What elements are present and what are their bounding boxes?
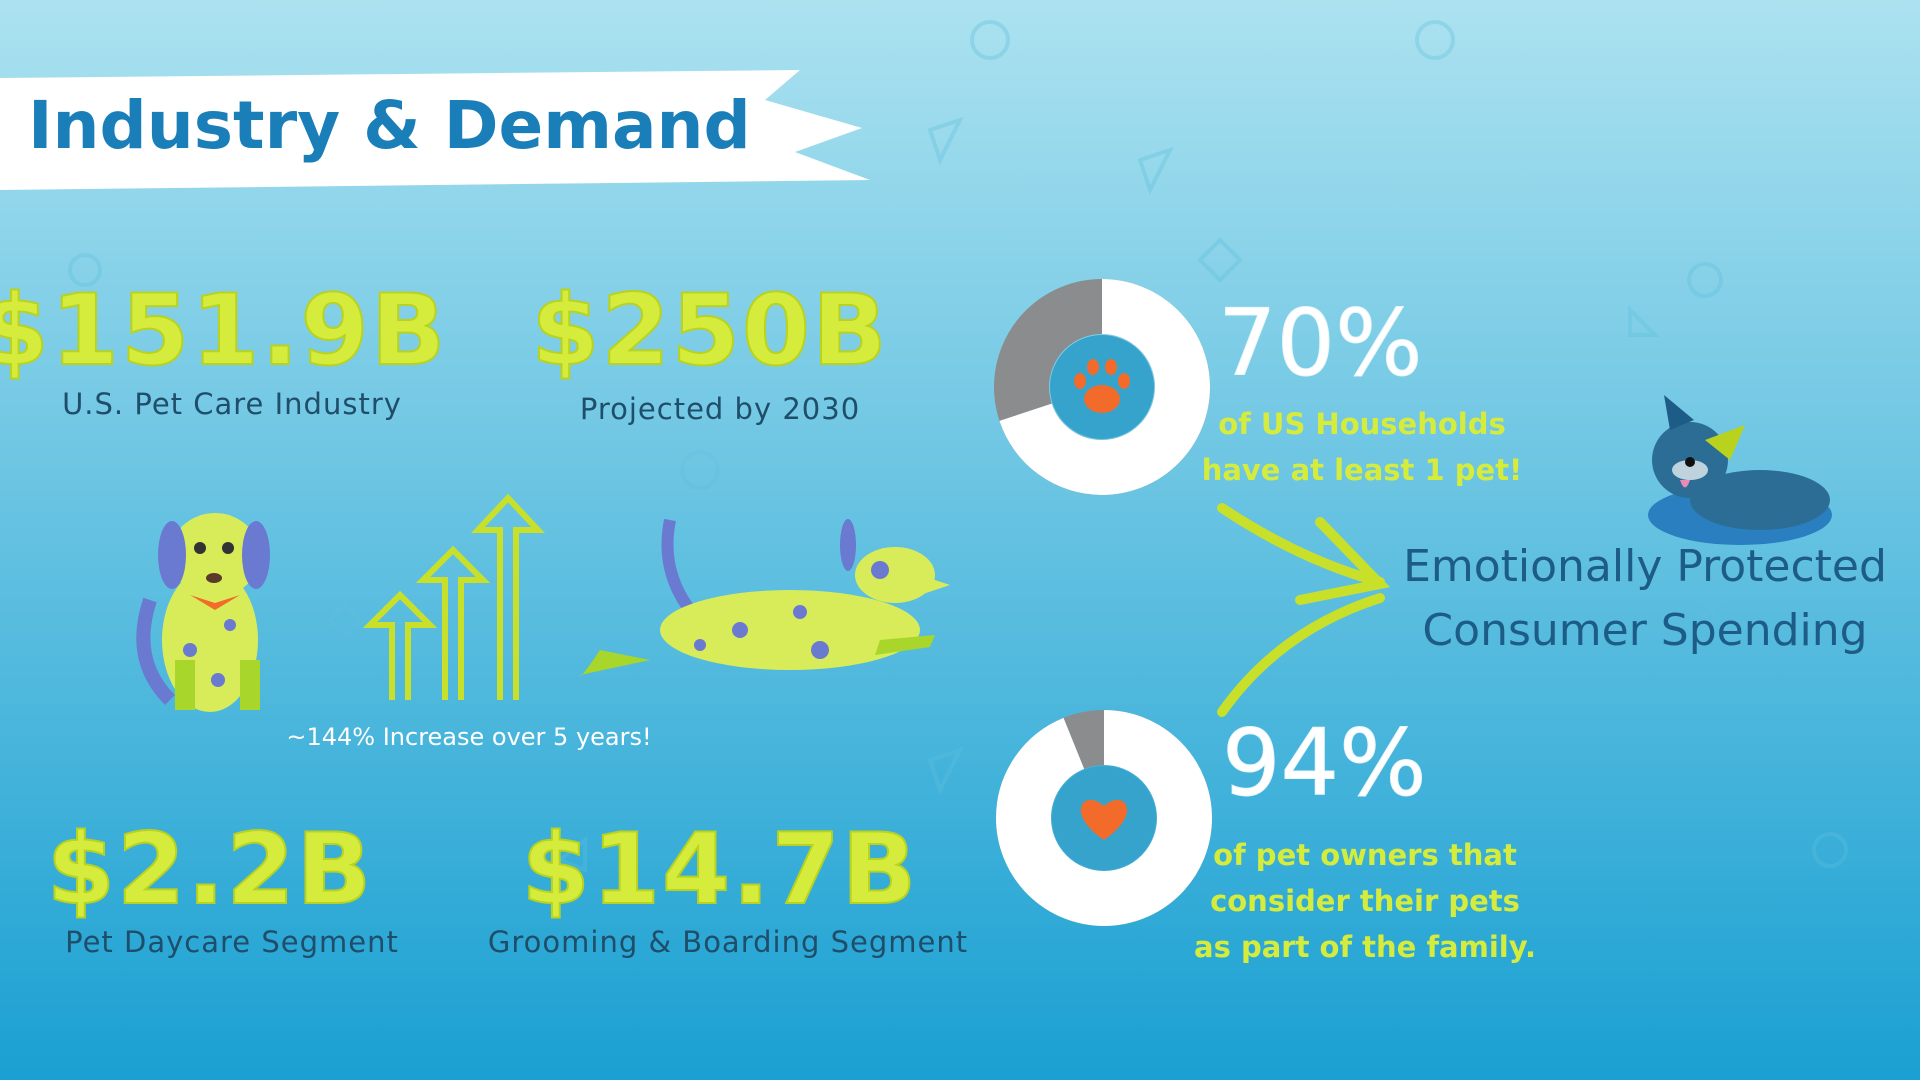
paw-icon <box>1118 373 1130 389</box>
paw-icon <box>1105 359 1117 375</box>
donut-caption: of US Households <box>1218 407 1505 441</box>
stat-label: Projected by 2030 <box>580 392 860 426</box>
donut-caption: consider their pets <box>1210 884 1520 918</box>
growth-arrows <box>362 493 545 700</box>
stat-label: U.S. Pet Care Industry <box>62 387 402 421</box>
donut-segment <box>996 710 1212 926</box>
scruffy-dog <box>1648 395 1832 545</box>
pointer-arrows <box>1217 503 1390 717</box>
title-banner <box>0 70 870 190</box>
donut-group <box>994 279 1212 926</box>
title: Industry & Demand <box>28 87 751 164</box>
paw-icon <box>1074 373 1086 389</box>
stat-value: $14.7B <box>522 813 919 927</box>
running-dog <box>580 518 950 676</box>
sitting-dog <box>136 513 270 712</box>
donut-caption: as part of the family. <box>1194 930 1536 964</box>
donut-caption: of pet owners that <box>1213 838 1517 872</box>
percent-label: 70% <box>1218 289 1422 396</box>
percent-label: 94% <box>1222 709 1426 816</box>
stat-value: $2.2B <box>47 813 374 927</box>
heart-icon <box>1080 799 1128 840</box>
stat-value: $250B <box>531 274 888 388</box>
growth-note: ~144% Increase over 5 years! <box>286 723 651 751</box>
conclusion-line: Emotionally Protected <box>1403 541 1887 592</box>
confetti <box>68 20 1848 873</box>
conclusion-line: Consumer Spending <box>1422 605 1867 656</box>
paw-icon <box>1084 385 1120 413</box>
donut-caption: have at least 1 pet! <box>1202 453 1523 487</box>
stat-label: Pet Daycare Segment <box>65 925 399 959</box>
stat-value: $151.9B <box>0 274 447 388</box>
donut-segment <box>994 279 1210 495</box>
stat-label: Grooming & Boarding Segment <box>488 925 968 959</box>
paw-icon <box>1087 359 1099 375</box>
